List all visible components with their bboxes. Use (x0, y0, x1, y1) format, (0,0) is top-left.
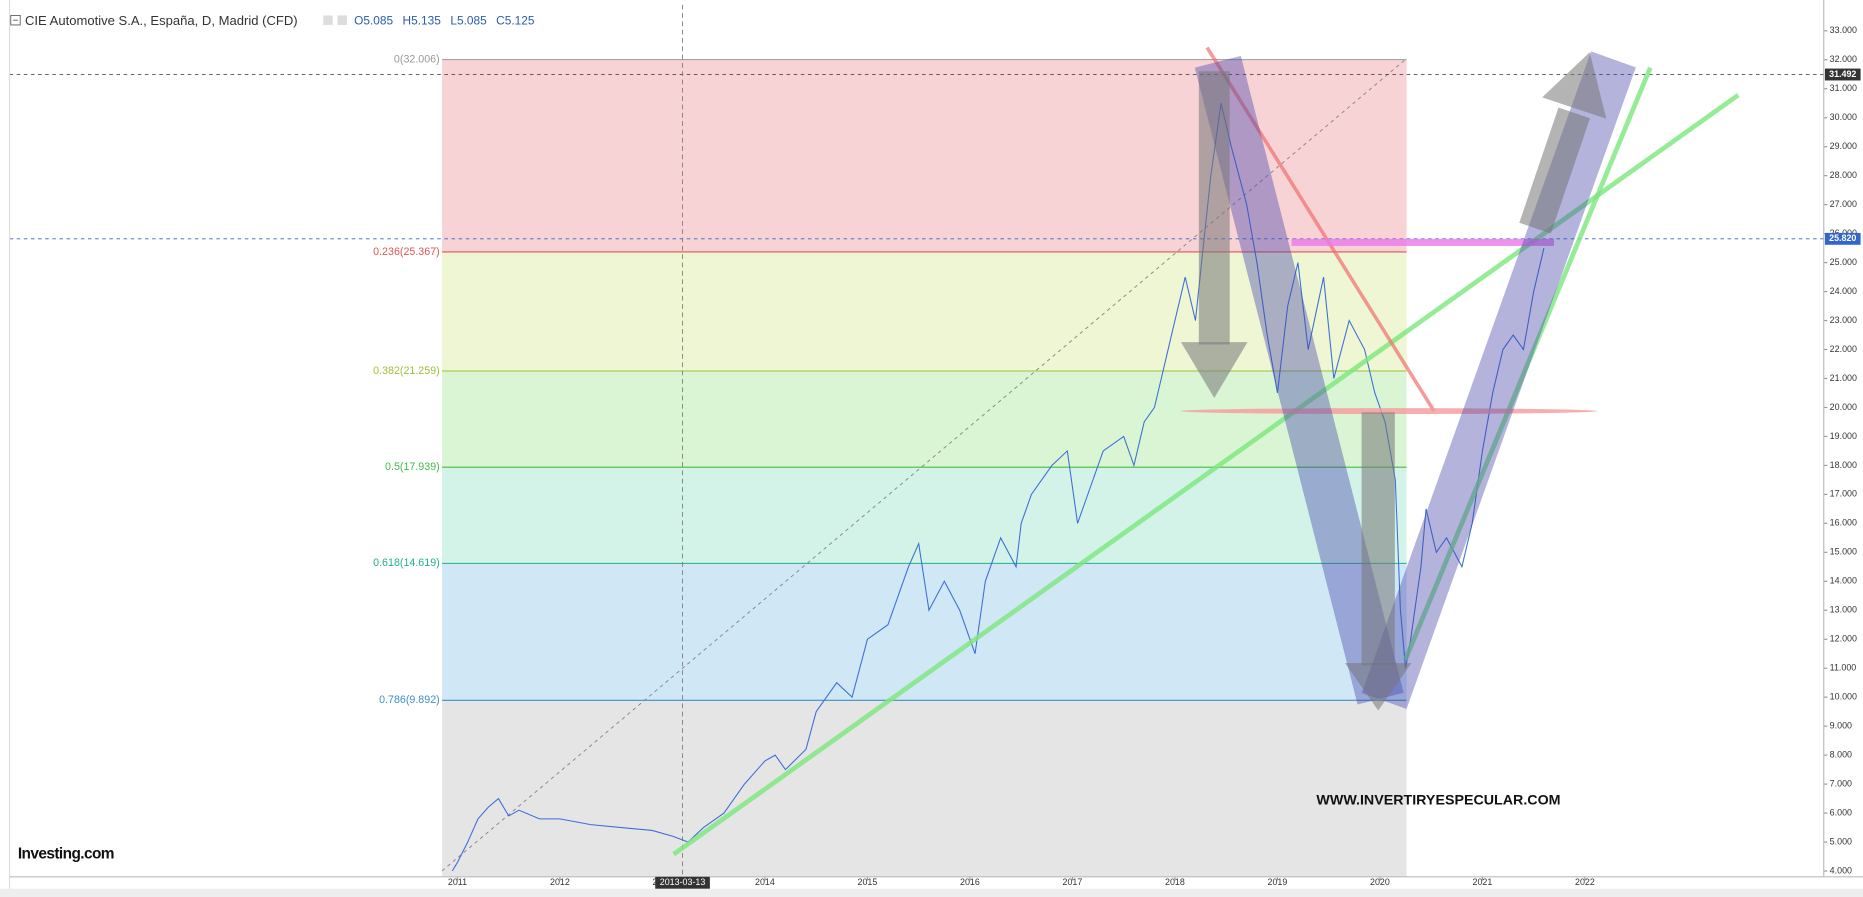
settings-icon[interactable] (323, 15, 333, 25)
fib-zone (442, 700, 1407, 877)
x-tick-label: 2021 (1473, 877, 1493, 887)
y-tick-label: 23.000 (1830, 315, 1857, 325)
price-label: 31.492 (1829, 69, 1856, 79)
y-tick-label: 18.000 (1830, 460, 1857, 470)
fib-label: 0.618(14.619) (373, 557, 440, 569)
arrow-head (1180, 342, 1248, 399)
y-tick-label: 24.000 (1830, 286, 1857, 296)
fib-zone (442, 563, 1407, 701)
y-tick-label: 10.000 (1830, 692, 1857, 702)
fib-label: 0.236(25.367) (373, 246, 440, 258)
price-tag (1824, 232, 1861, 245)
logo: Investing.com (18, 845, 114, 862)
y-tick-label: 30.000 (1830, 112, 1857, 122)
resistance-line (1205, 46, 1436, 413)
arrow (1519, 107, 1590, 234)
overlay: 31.492 25.820 2013-03-13 (655, 68, 1861, 889)
fib-zone (442, 251, 1407, 371)
y-tick-label: 13.000 (1830, 605, 1857, 615)
y-tick-label: 9.000 (1830, 721, 1852, 731)
fib-zone (442, 59, 1407, 252)
fib-label: 0.786(9.892) (379, 694, 440, 706)
annotations (672, 46, 1740, 857)
x-tick-label: 2012 (550, 877, 570, 887)
y-tick-label: 29.000 (1830, 141, 1857, 151)
fib-label: 0.5(17.939) (385, 461, 440, 473)
y-tick-label: 27.000 (1830, 199, 1857, 209)
crosshair-tag (655, 876, 710, 889)
x-tick-label: 2011 (448, 877, 467, 887)
y-tick-label: 31.000 (1830, 83, 1857, 93)
price-tag (1824, 68, 1861, 81)
fib-zone (442, 370, 1407, 468)
y-tick-label: 32.000 (1830, 54, 1857, 64)
fib-label: 0(32.006) (394, 53, 440, 65)
support-line (672, 93, 1740, 857)
ohlc-value: O5.085 (354, 14, 393, 28)
y-tick-label: 17.000 (1830, 489, 1857, 499)
y-tick-label: 8.000 (1830, 749, 1852, 759)
fib-label: 0.382(21.259) (373, 365, 440, 377)
y-tick-label: 28.000 (1830, 170, 1857, 180)
watermark: WWW.INVERTIRYESPECULAR.COM (1316, 793, 1560, 809)
fib-zones: 0(32.006) 0.236(25.367) 0.382(21.259) 0.5(1… (373, 53, 1407, 877)
fib-trend (441, 59, 1406, 872)
collapse-icon[interactable] (10, 14, 21, 26)
resistance-zone (1291, 238, 1555, 246)
down-channel (1194, 55, 1404, 705)
x-tick-label: 2022 (1575, 877, 1595, 887)
toolbar (0, 888, 1863, 897)
trend-line (1403, 66, 1653, 661)
chart-title: CIE Automotive S.A., España, D, Madrid (… (25, 13, 298, 28)
y-tick-label: 20.000 (1830, 402, 1857, 412)
arrow-head (1542, 52, 1607, 119)
close-icon[interactable] (337, 15, 347, 25)
y-tick-label: 5.000 (1830, 836, 1852, 846)
y-tick-label: 6.000 (1830, 807, 1852, 817)
x-tick-label: 2014 (755, 877, 775, 887)
x-tick-label: 2019 (1268, 877, 1288, 887)
y-tick-label: 7.000 (1830, 778, 1852, 788)
x-tick-label: 2017 (1063, 877, 1083, 887)
ohlc-value: C5.125 (496, 14, 535, 28)
arrow-head (1344, 662, 1412, 711)
y-tick-label: 16.000 (1830, 518, 1857, 528)
ohlc: O5.085 H5.135 L5.085 C5.125 (354, 14, 535, 28)
y-tick-label: 11.000 (1830, 663, 1857, 673)
y-tick-label: 19.000 (1830, 431, 1857, 441)
x-tick-label: 2016 (960, 877, 980, 887)
y-tick-label: 21.000 (1830, 373, 1857, 383)
x-tick-label: 2018 (1165, 877, 1185, 887)
y-tick-label: 4.000 (1830, 865, 1852, 875)
fib-zone (442, 467, 1407, 564)
y-tick-label: 25.000 (1830, 257, 1857, 267)
y-tick-label: 33.000 (1830, 25, 1857, 35)
y-tick-label: 15.000 (1830, 547, 1857, 557)
up-channel (1361, 51, 1636, 709)
crosshair-label: 2013-03-13 (660, 877, 706, 887)
y-tick-label: 14.000 (1830, 576, 1857, 586)
x-tick-label: 2015 (858, 877, 878, 887)
ohlc-value: L5.085 (450, 14, 487, 28)
x-tick-label: 2020 (1370, 877, 1390, 887)
y-tick-label: 22.000 (1830, 344, 1857, 354)
ohlc-value: H5.135 (403, 14, 442, 28)
y-tick-label: 12.000 (1830, 634, 1857, 644)
price-label: 25.820 (1829, 233, 1856, 243)
support-zone (1180, 408, 1597, 415)
